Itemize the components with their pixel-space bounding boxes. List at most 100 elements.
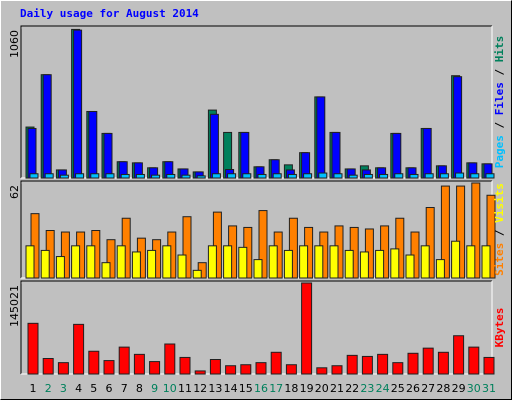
bar: [42, 358, 54, 375]
x-tick-label: 1: [30, 382, 37, 395]
x-tick-label: 5: [90, 382, 97, 395]
bar: [420, 245, 430, 279]
bar: [348, 174, 358, 179]
bar: [42, 74, 52, 179]
x-tick-label: 8: [136, 382, 143, 395]
bar: [394, 173, 404, 179]
bar: [212, 211, 222, 279]
bar: [268, 245, 278, 279]
bar: [55, 256, 65, 279]
bar: [40, 249, 50, 279]
bar: [468, 346, 480, 375]
bar: [147, 249, 157, 279]
x-tick-label: 17: [269, 382, 283, 395]
bar: [240, 364, 252, 375]
bar: [207, 245, 217, 279]
bar: [71, 245, 81, 279]
bar: [255, 362, 267, 375]
bar: [29, 173, 39, 179]
bar: [287, 173, 297, 179]
legend: Sites / Visits: [493, 183, 506, 276]
bar: [118, 346, 130, 375]
bar: [361, 355, 373, 375]
x-tick-label: 24: [376, 382, 390, 395]
bar: [405, 254, 415, 279]
bar: [333, 173, 343, 179]
bar: [103, 360, 115, 375]
bar: [440, 185, 450, 279]
bar: [390, 248, 400, 279]
bar: [177, 254, 187, 279]
legend-separator: [493, 223, 506, 230]
bar: [211, 173, 221, 179]
bar: [116, 245, 126, 279]
bar: [425, 207, 435, 279]
y-tick-label: 1060: [8, 30, 21, 58]
bar: [25, 245, 35, 279]
legend-separator: /: [493, 122, 506, 129]
bar: [363, 173, 373, 179]
bar: [392, 132, 402, 179]
bar: [435, 259, 445, 279]
bar: [377, 353, 389, 375]
x-tick-label: 18: [284, 382, 298, 395]
bar: [422, 347, 434, 375]
x-tick-label: 12: [193, 382, 207, 395]
legend-separator: [493, 62, 506, 69]
bar: [105, 173, 115, 179]
bar: [486, 194, 496, 279]
x-tick-label: 2: [45, 382, 52, 395]
legend-separator: /: [493, 229, 506, 236]
x-tick-label: 21: [330, 382, 344, 395]
legend-separator: [493, 236, 506, 243]
bar: [133, 353, 145, 375]
x-tick-label: 30: [467, 382, 481, 395]
x-tick-label: 27: [421, 382, 435, 395]
bar: [57, 362, 69, 375]
bar: [456, 185, 466, 279]
bar: [283, 249, 293, 279]
legend-separator: /: [493, 69, 506, 76]
bar: [437, 351, 449, 375]
x-tick-label: 15: [239, 382, 253, 395]
bar: [329, 245, 339, 279]
bar: [73, 29, 83, 179]
legend-entry: Pages: [493, 135, 506, 168]
x-tick-label: 7: [121, 382, 128, 395]
bar: [314, 245, 324, 279]
bar: [182, 216, 192, 279]
bar: [395, 217, 405, 279]
x-tick-label: 11: [178, 382, 192, 395]
bar: [359, 251, 369, 279]
bar: [209, 113, 219, 179]
bar: [73, 323, 85, 375]
bar: [166, 173, 176, 179]
bar: [106, 239, 116, 279]
bar: [409, 173, 419, 179]
legend-entry: KBytes: [493, 308, 506, 348]
bar: [88, 110, 98, 179]
bar: [379, 173, 389, 179]
bar: [162, 245, 172, 279]
bar: [303, 173, 313, 179]
bar: [223, 245, 233, 279]
bar: [90, 173, 100, 179]
x-tick-label: 31: [482, 382, 496, 395]
panel-frame-dark: [20, 25, 492, 178]
x-tick-label: 13: [208, 382, 222, 395]
x-tick-label: 3: [60, 382, 67, 395]
x-tick-label: 14: [224, 382, 238, 395]
bar: [44, 173, 54, 179]
bar: [466, 245, 476, 279]
bar: [209, 359, 221, 375]
bar: [149, 361, 161, 375]
bar: [331, 365, 343, 375]
bar: [470, 173, 480, 179]
legend-entry: Visits: [493, 183, 506, 223]
legend: Pages / Files / Hits: [493, 36, 506, 169]
bar: [192, 269, 202, 279]
bar: [285, 364, 297, 375]
bar: [316, 96, 326, 179]
